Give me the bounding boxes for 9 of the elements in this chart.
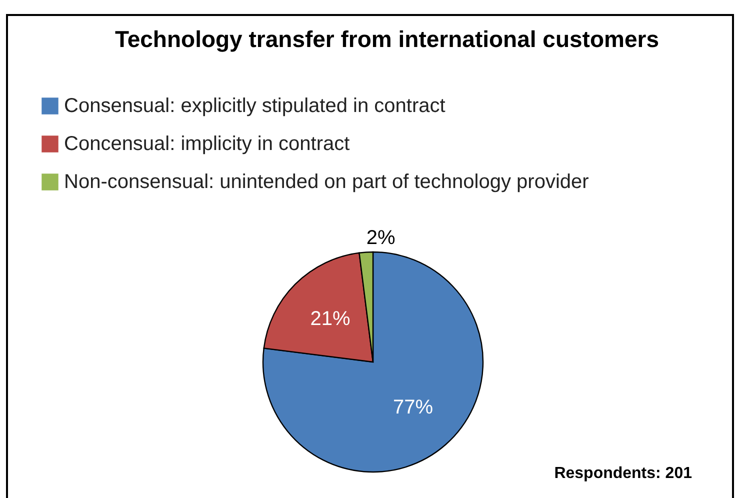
data-label: 77% [392, 396, 434, 418]
chart-title: Technology transfer from international customers [114, 26, 660, 52]
pie-slice [262, 251, 484, 473]
legend-label: Consensual: explicitly stipulated in contract [64, 95, 446, 117]
legend-label: Non-consensual: unintended on part of technology provider [64, 171, 590, 193]
text: Respondents: 201 [554, 465, 692, 482]
data-label: 21% [310, 308, 350, 330]
data-label: 2% [366, 227, 396, 250]
legend-label: Concensual: implicity in contract [64, 133, 350, 155]
